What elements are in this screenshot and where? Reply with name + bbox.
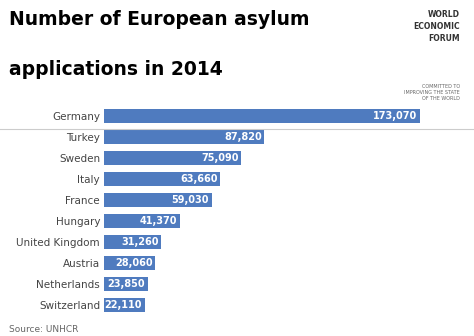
Bar [104, 151, 241, 165]
Bar [104, 194, 212, 207]
Text: 23,850: 23,850 [108, 279, 145, 289]
Text: 59,030: 59,030 [172, 195, 209, 205]
Text: 75,090: 75,090 [201, 153, 238, 163]
Text: 22,110: 22,110 [104, 300, 142, 310]
Text: 87,820: 87,820 [224, 132, 262, 142]
Text: applications in 2014: applications in 2014 [9, 60, 223, 80]
Bar [104, 278, 148, 291]
Bar [104, 236, 161, 249]
Bar [104, 298, 145, 312]
Bar [104, 172, 220, 186]
Text: 63,660: 63,660 [180, 174, 218, 184]
Text: Source: UNHCR: Source: UNHCR [9, 325, 79, 334]
Text: 173,070: 173,070 [373, 111, 417, 121]
Text: 31,260: 31,260 [121, 237, 158, 247]
Bar [104, 256, 155, 270]
Bar [104, 109, 420, 123]
Bar [104, 214, 180, 228]
Text: Number of European asylum: Number of European asylum [9, 10, 310, 29]
Text: COMMITTED TO
IMPROVING THE STATE
OF THE WORLD: COMMITTED TO IMPROVING THE STATE OF THE … [404, 84, 460, 101]
Text: 28,060: 28,060 [115, 258, 153, 268]
Bar [104, 130, 264, 144]
Text: WORLD
ECONOMIC
FORUM: WORLD ECONOMIC FORUM [413, 10, 460, 43]
Text: 41,370: 41,370 [139, 216, 177, 226]
